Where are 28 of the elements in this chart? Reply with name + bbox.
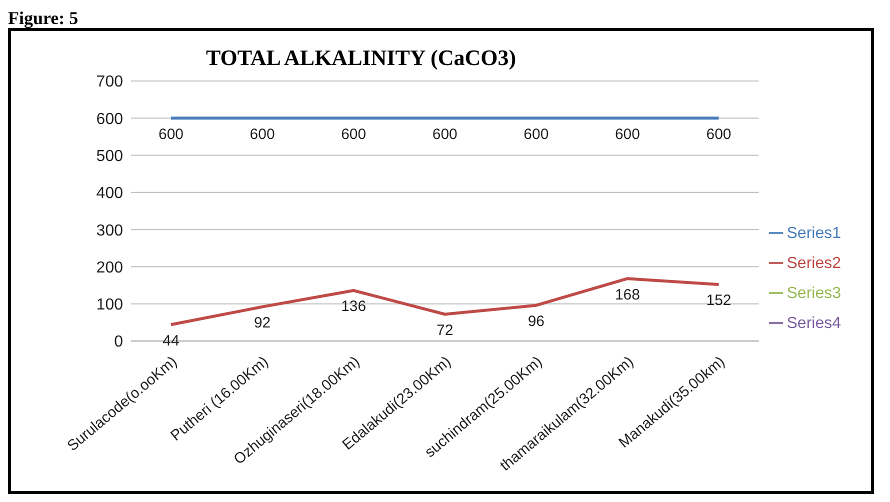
data-label: 168 xyxy=(614,286,640,304)
data-label: 96 xyxy=(528,312,545,330)
text: Figure: 5 xyxy=(8,8,80,28)
legend-label: Series2 xyxy=(786,254,841,272)
data-label: 72 xyxy=(436,322,454,339)
data-label: 600 xyxy=(341,126,366,143)
data-label: 600 xyxy=(250,126,275,143)
legend-label: Series4 xyxy=(786,314,841,332)
y-tick-label: 700 xyxy=(96,74,124,91)
legend-label: Series1 xyxy=(786,224,841,242)
data-label: 44 xyxy=(162,332,180,350)
data-label: 600 xyxy=(158,126,184,143)
y-tick-label: 100 xyxy=(96,296,124,314)
legend-label: Series3 xyxy=(786,284,841,302)
y-tick-label: 0 xyxy=(114,334,124,351)
data-label: 136 xyxy=(341,298,366,316)
chart-title: TOTAL ALKALINITY (CaCO3) xyxy=(204,45,518,71)
data-label: 92 xyxy=(254,314,271,332)
y-tick-label: 200 xyxy=(96,259,124,276)
data-label: 600 xyxy=(524,126,549,143)
y-tick-label: 400 xyxy=(96,185,124,202)
y-tick-label: 500 xyxy=(96,148,124,165)
y-tick-label: 300 xyxy=(96,222,124,240)
data-label: 600 xyxy=(706,126,732,143)
data-label: 152 xyxy=(706,292,732,310)
data-label: 600 xyxy=(614,126,640,143)
data-label: 600 xyxy=(432,126,458,143)
y-tick-label: 600 xyxy=(96,110,124,128)
